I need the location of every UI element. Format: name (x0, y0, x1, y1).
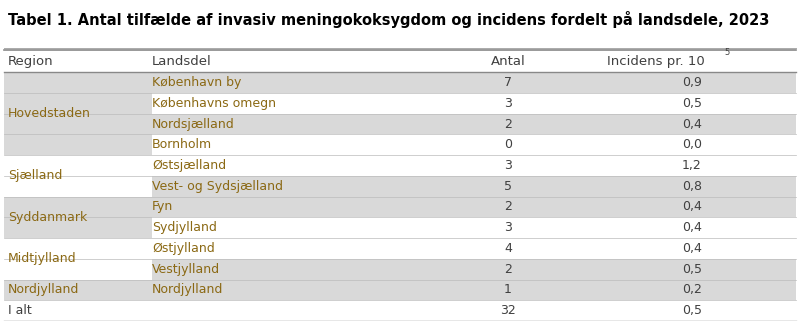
Bar (4, 259, 796, 280)
Text: 4: 4 (504, 242, 512, 255)
Text: 0,4: 0,4 (682, 221, 702, 234)
Text: 0,4: 0,4 (682, 242, 702, 255)
Text: Bornholm: Bornholm (152, 138, 212, 151)
Bar (4, 114, 796, 134)
Text: Incidens pr. 10: Incidens pr. 10 (607, 55, 705, 68)
Text: 0,5: 0,5 (682, 263, 702, 276)
Text: Landsdel: Landsdel (152, 55, 212, 68)
Text: Østjylland: Østjylland (152, 242, 214, 255)
Text: 3: 3 (504, 97, 512, 110)
Text: 1: 1 (504, 283, 512, 296)
Text: 0,8: 0,8 (682, 180, 702, 193)
Bar (4, 280, 796, 300)
Text: Tabel 1. Antal tilfælde af invasiv meningokoksygdom og incidens fordelt på lands: Tabel 1. Antal tilfælde af invasiv menin… (8, 11, 770, 28)
Text: Østsjælland: Østsjælland (152, 159, 226, 172)
Bar (4, 51, 796, 72)
Text: 2: 2 (504, 201, 512, 213)
Text: 5: 5 (724, 48, 730, 57)
Text: 0,4: 0,4 (682, 201, 702, 213)
Text: 2: 2 (504, 117, 512, 131)
Bar (4, 238, 796, 259)
Bar (4, 155, 152, 196)
Text: Nordjylland: Nordjylland (8, 283, 79, 296)
Bar (4, 280, 152, 300)
Text: 5: 5 (504, 180, 512, 193)
Text: 1,2: 1,2 (682, 159, 702, 172)
Text: 0,5: 0,5 (682, 304, 702, 317)
Text: 3: 3 (504, 221, 512, 234)
Text: Vestjylland: Vestjylland (152, 263, 220, 276)
Text: Hovedstaden: Hovedstaden (8, 107, 91, 120)
Text: Midtjylland: Midtjylland (8, 252, 77, 265)
Bar (4, 300, 796, 321)
Text: 2: 2 (504, 263, 512, 276)
Text: Antal: Antal (490, 55, 526, 68)
Text: Region: Region (8, 55, 54, 68)
Text: Vest- og Sydsjælland: Vest- og Sydsjælland (152, 180, 283, 193)
Text: 0,2: 0,2 (682, 283, 702, 296)
Text: Sjælland: Sjælland (8, 169, 62, 182)
Bar (4, 217, 796, 238)
Text: Fyn: Fyn (152, 201, 174, 213)
Text: Nordjylland: Nordjylland (152, 283, 223, 296)
Bar (4, 196, 796, 217)
Text: 3: 3 (504, 159, 512, 172)
Text: 0,5: 0,5 (682, 97, 702, 110)
Bar (4, 134, 796, 155)
Text: 7: 7 (504, 76, 512, 89)
Bar (4, 196, 152, 238)
Text: Københavns omegn: Københavns omegn (152, 97, 276, 110)
Text: København by: København by (152, 76, 242, 89)
Text: 0: 0 (504, 138, 512, 151)
Text: Syddanmark: Syddanmark (8, 211, 87, 224)
Bar (4, 176, 796, 196)
Text: 32: 32 (500, 304, 516, 317)
Bar (4, 72, 152, 155)
Text: 0,0: 0,0 (682, 138, 702, 151)
Bar (4, 238, 152, 280)
Text: 0,9: 0,9 (682, 76, 702, 89)
Bar (4, 155, 796, 176)
Text: Sydjylland: Sydjylland (152, 221, 217, 234)
Text: I alt: I alt (8, 304, 32, 317)
Bar (4, 93, 796, 114)
Text: 0,4: 0,4 (682, 117, 702, 131)
Bar (4, 72, 796, 93)
Text: Nordsjælland: Nordsjælland (152, 117, 234, 131)
Bar (4, 300, 152, 321)
